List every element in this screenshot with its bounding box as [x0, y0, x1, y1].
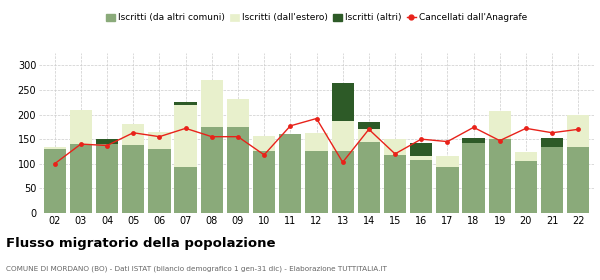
- Bar: [122, 145, 145, 213]
- Bar: [410, 143, 433, 156]
- Bar: [358, 122, 380, 129]
- Bar: [463, 138, 485, 143]
- Bar: [253, 136, 275, 151]
- Bar: [567, 146, 589, 213]
- Bar: [541, 138, 563, 148]
- Bar: [200, 80, 223, 127]
- Bar: [488, 139, 511, 213]
- Text: Flusso migratorio della popolazione: Flusso migratorio della popolazione: [6, 237, 275, 249]
- Bar: [436, 156, 458, 167]
- Bar: [200, 127, 223, 213]
- Bar: [305, 151, 328, 213]
- Bar: [227, 99, 249, 127]
- Bar: [463, 143, 485, 213]
- Bar: [279, 134, 301, 213]
- Bar: [175, 102, 197, 105]
- Bar: [253, 151, 275, 213]
- Bar: [122, 124, 145, 145]
- Bar: [44, 146, 66, 149]
- Bar: [96, 139, 118, 144]
- Text: COMUNE DI MORDANO (BO) - Dati ISTAT (bilancio demografico 1 gen-31 dic) - Elabor: COMUNE DI MORDANO (BO) - Dati ISTAT (bil…: [6, 266, 387, 272]
- Bar: [384, 155, 406, 213]
- Bar: [332, 151, 354, 213]
- Bar: [436, 167, 458, 213]
- Bar: [488, 111, 511, 139]
- Bar: [567, 115, 589, 146]
- Bar: [410, 156, 433, 160]
- Bar: [305, 133, 328, 151]
- Bar: [96, 144, 118, 213]
- Bar: [358, 142, 380, 213]
- Bar: [148, 149, 170, 213]
- Bar: [70, 110, 92, 144]
- Bar: [541, 148, 563, 213]
- Bar: [384, 139, 406, 155]
- Bar: [44, 149, 66, 213]
- Bar: [175, 105, 197, 167]
- Bar: [227, 127, 249, 213]
- Bar: [515, 161, 537, 213]
- Bar: [70, 144, 92, 213]
- Bar: [358, 129, 380, 142]
- Bar: [175, 167, 197, 213]
- Bar: [410, 160, 433, 213]
- Bar: [332, 121, 354, 151]
- Bar: [148, 132, 170, 149]
- Bar: [332, 83, 354, 121]
- Bar: [515, 152, 537, 161]
- Legend: Iscritti (da altri comuni), Iscritti (dall'estero), Iscritti (altri), Cancellati: Iscritti (da altri comuni), Iscritti (da…: [103, 10, 530, 26]
